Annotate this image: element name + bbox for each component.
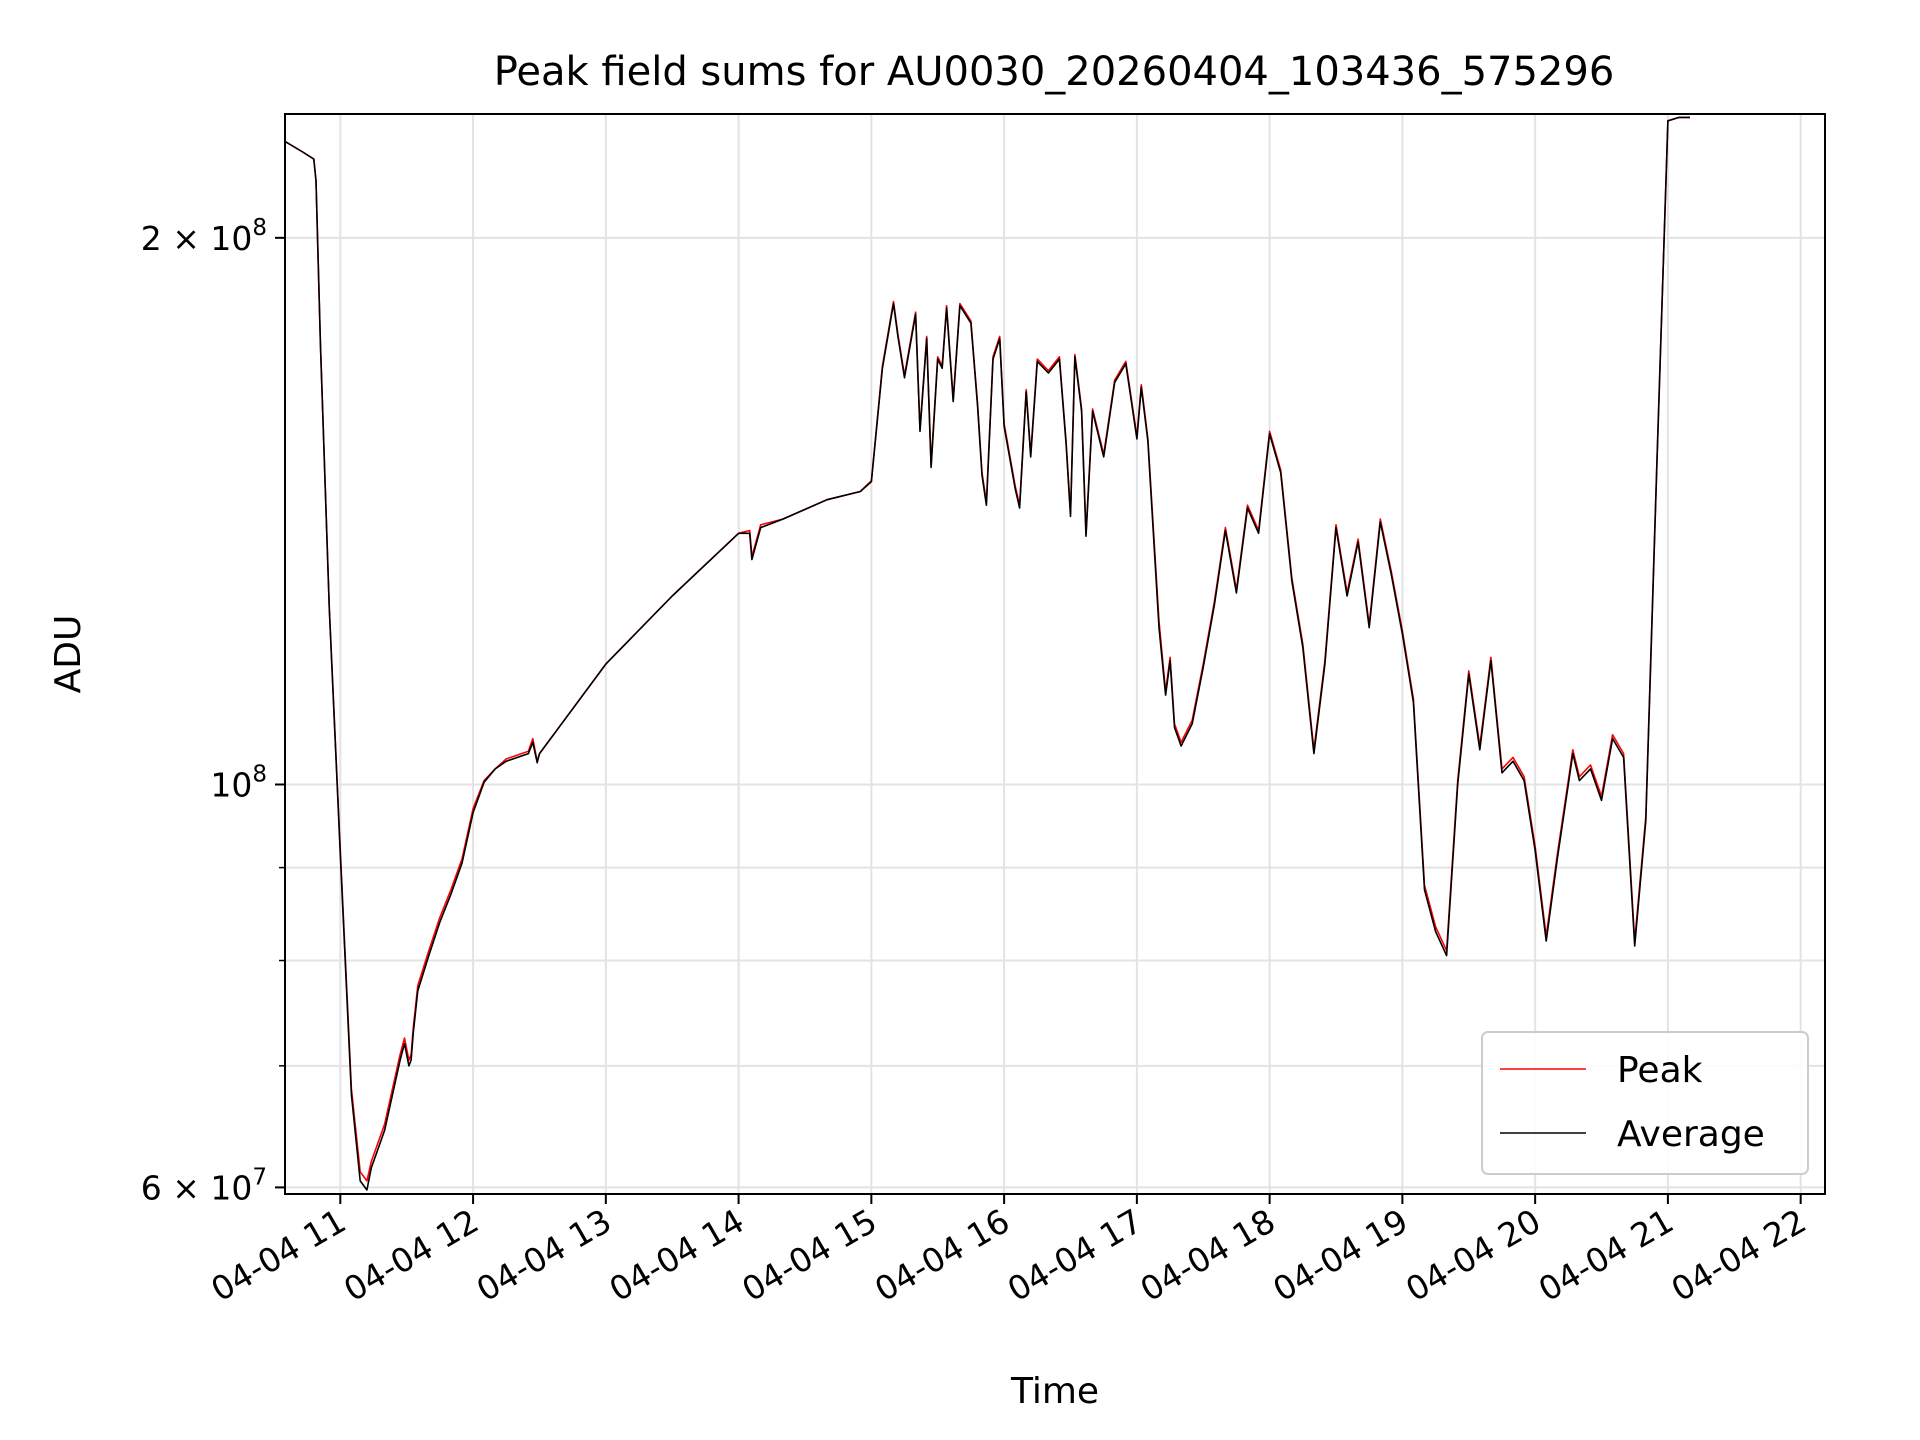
legend: Peak Average xyxy=(1481,1031,1809,1175)
y-tick-label: 108 xyxy=(210,762,267,805)
series-line-average xyxy=(284,116,1690,1191)
y-axis-label: ADU xyxy=(48,615,89,694)
legend-label-peak: Peak xyxy=(1617,1050,1703,1091)
legend-label-average: Average xyxy=(1617,1114,1765,1155)
plot-frame xyxy=(284,113,1826,1195)
y-tick-label: 6 × 107 xyxy=(141,1164,267,1207)
series-layer xyxy=(284,116,1690,1191)
y-axis: 6 × 107 108 2 × 108 xyxy=(141,215,285,1207)
y-tick-label: 2 × 108 xyxy=(141,215,267,258)
chart-title: Peak field sums for AU0030_20260404_1034… xyxy=(494,49,1615,95)
x-axis-label: Time xyxy=(1010,1371,1099,1412)
grid xyxy=(285,114,1825,1194)
legend-box xyxy=(1481,1031,1809,1175)
